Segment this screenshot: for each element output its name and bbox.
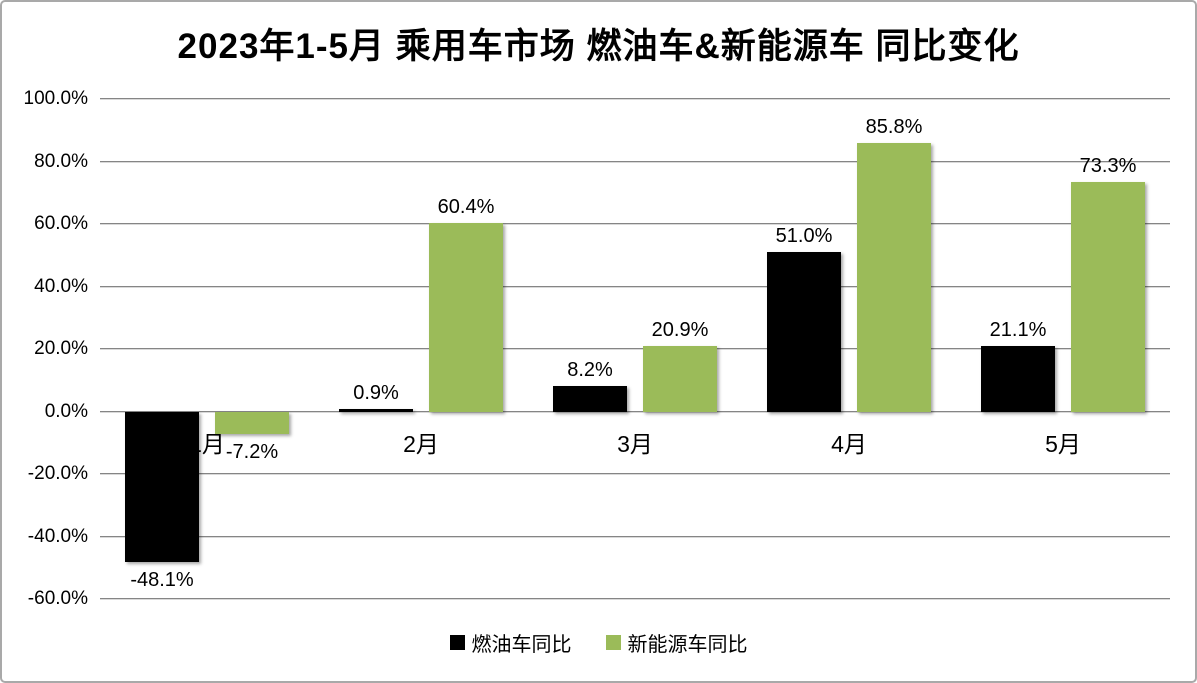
y-axis-tick-label: -40.0% xyxy=(27,525,88,547)
y-axis-tick-label: 0.0% xyxy=(44,400,88,422)
y-axis-tick-label: -60.0% xyxy=(27,588,88,609)
x-axis-tick-label: 4月 xyxy=(831,430,867,457)
bar-燃油车同比-4月 xyxy=(767,252,841,412)
legend-label: 新能源车同比 xyxy=(627,634,748,656)
y-axis-tick-label: 100.0% xyxy=(23,88,88,109)
legend-item-0: 燃油车同比 xyxy=(449,628,572,657)
gridline xyxy=(100,348,1170,350)
bar-新能源车同比-5月 xyxy=(1071,182,1145,412)
x-axis-tick-label: 5月 xyxy=(1045,430,1081,457)
bar-燃油车同比-3月 xyxy=(553,385,627,412)
bar-新能源车同比-1月 xyxy=(215,411,289,434)
data-label: 8.2% xyxy=(567,358,613,381)
data-label: 73.3% xyxy=(1079,155,1137,178)
data-label: 0.9% xyxy=(353,381,399,404)
gridline xyxy=(100,98,1170,100)
data-label: -48.1% xyxy=(130,568,194,591)
x-axis-tick-label: 3月 xyxy=(617,430,653,457)
data-label: 85.8% xyxy=(865,116,923,139)
data-label: 60.4% xyxy=(437,195,495,218)
chart-title: 2023年1-5月 乘用车市场 燃油车&新能源车 同比变化 xyxy=(177,27,1020,66)
bar-新能源车同比-2月 xyxy=(429,222,503,412)
bar-新能源车同比-4月 xyxy=(857,143,931,412)
data-label: 51.0% xyxy=(775,225,833,248)
y-axis-tick-label: -20.0% xyxy=(27,463,88,484)
legend-swatch-icon xyxy=(449,635,465,650)
gridline xyxy=(100,598,1170,600)
gridline xyxy=(100,410,1170,413)
gridline xyxy=(100,473,1170,475)
y-axis-tick-label: 60.0% xyxy=(34,213,88,234)
gridline xyxy=(100,535,1170,538)
y-axis-tick-label: 40.0% xyxy=(34,275,88,297)
legend-item-1: 新能源车同比 xyxy=(605,628,748,657)
data-label: 21.1% xyxy=(989,318,1047,341)
bar-燃油车同比-5月 xyxy=(981,345,1055,412)
data-label: -7.2% xyxy=(225,441,279,463)
legend-label: 燃油车同比 xyxy=(471,634,572,656)
y-axis-tick-label: 20.0% xyxy=(34,338,88,359)
gridline xyxy=(100,160,1170,163)
plot-area: 100.0% 80.0% 60.0% 40.0% 20.0% 0.0% -20.0% -40.… xyxy=(24,88,1170,609)
bar-新能源车同比-3月 xyxy=(643,346,717,412)
y-axis-tick-label: 80.0% xyxy=(34,150,88,172)
x-axis-tick-label: 2月 xyxy=(403,430,439,457)
bar-燃油车同比-1月 xyxy=(125,411,199,562)
legend: 燃油车同比 新能源车同比 xyxy=(2,628,1195,657)
data-label: 20.9% xyxy=(651,319,709,342)
bar-燃油车同比-2月 xyxy=(339,408,413,412)
gridline xyxy=(100,285,1170,288)
gridline xyxy=(100,223,1170,225)
legend-swatch-icon xyxy=(605,635,621,650)
